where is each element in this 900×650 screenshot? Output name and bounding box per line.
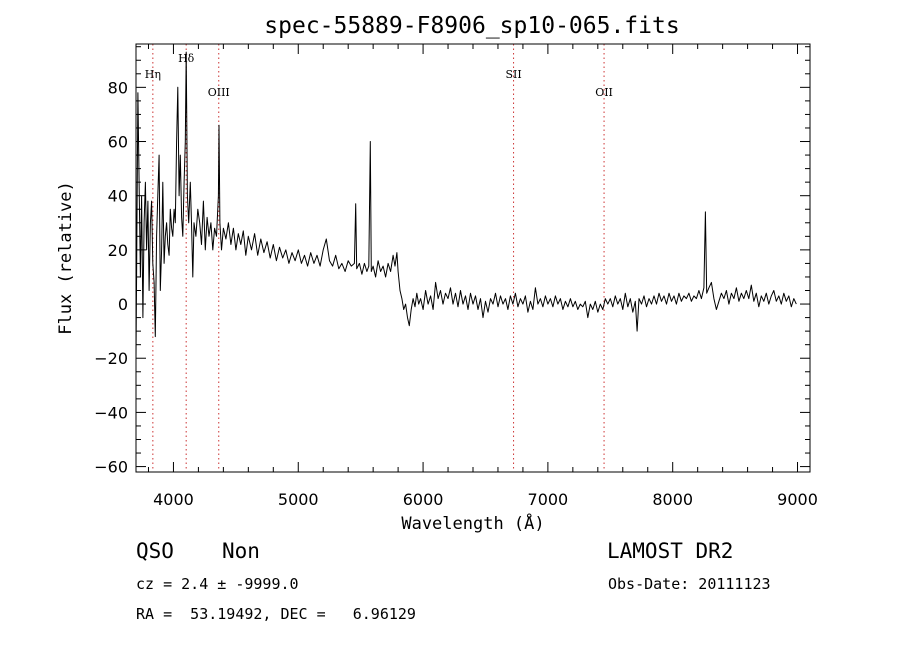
spectral-line-label: SII bbox=[505, 68, 521, 81]
spectral-line-label: Hη bbox=[145, 68, 161, 81]
y-tick-label: −60 bbox=[94, 458, 128, 477]
x-axis-label: Wavelength (Å) bbox=[401, 512, 544, 534]
y-tick-label: 20 bbox=[108, 241, 128, 260]
coordinates-text: RA = 53.19492, DEC = 6.96129 bbox=[136, 605, 416, 623]
x-tick-label: 5000 bbox=[278, 490, 319, 509]
spectrum-line bbox=[135, 51, 797, 359]
obs-date-text: Obs-Date: 20111123 bbox=[608, 575, 771, 593]
spectral-line-label: OIII bbox=[208, 86, 230, 99]
x-tick-label: 6000 bbox=[403, 490, 444, 509]
plot-frame bbox=[135, 43, 811, 473]
chart-title: spec-55889-F8906_sp10-065.fits bbox=[264, 13, 679, 39]
x-tick-label: 4000 bbox=[153, 490, 194, 509]
survey-name: LAMOST DR2 bbox=[607, 539, 734, 563]
x-tick-label: 8000 bbox=[652, 490, 693, 509]
axis-ticks bbox=[136, 44, 810, 472]
y-tick-label: 40 bbox=[108, 187, 128, 206]
y-tick-label: −20 bbox=[94, 349, 128, 368]
x-tick-label: 7000 bbox=[528, 490, 569, 509]
redshift-text: cz = 2.4 ± -9999.0 bbox=[136, 575, 299, 593]
x-tick-label: 9000 bbox=[777, 490, 818, 509]
axis-tick-labels: 4000 5000 6000 7000 8000 9000 −60 −40 −20 0 20 40 60… bbox=[94, 78, 818, 509]
y-tick-label: −40 bbox=[94, 403, 128, 422]
object-subclass: Non bbox=[222, 539, 260, 563]
object-class: QSO bbox=[136, 539, 174, 563]
spectral-line-label: OII bbox=[595, 86, 613, 99]
y-tick-label: 80 bbox=[108, 78, 128, 97]
y-axis-label: Flux (relative) bbox=[56, 181, 76, 335]
y-tick-label: 0 bbox=[118, 295, 128, 314]
y-tick-label: 60 bbox=[108, 133, 128, 152]
